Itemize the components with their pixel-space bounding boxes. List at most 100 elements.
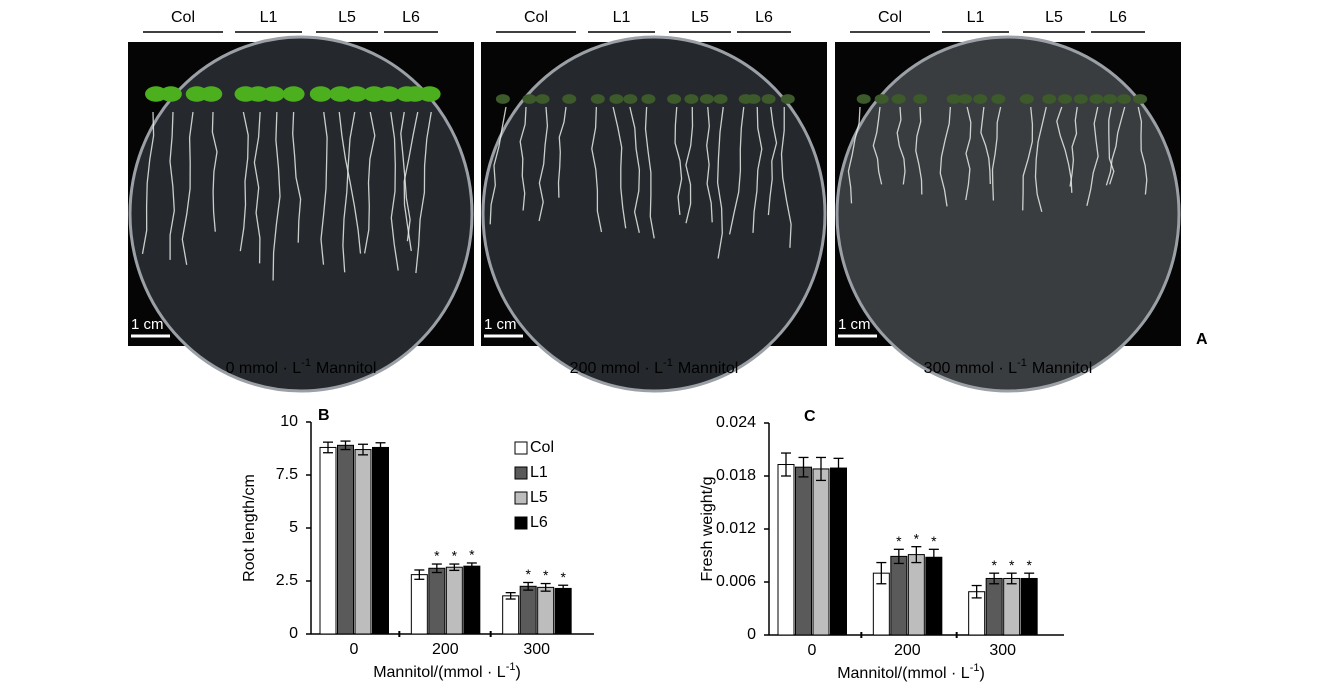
bar xyxy=(445,566,463,635)
significance-mark: * xyxy=(1009,557,1015,573)
leaf xyxy=(991,94,1006,104)
photo-caption-end: Mannitol xyxy=(678,360,738,377)
root xyxy=(1108,106,1115,185)
root xyxy=(181,111,194,265)
error-bar xyxy=(358,443,368,456)
leaf xyxy=(495,94,510,104)
leaf xyxy=(262,86,285,102)
legend-label: L1 xyxy=(530,464,548,481)
bar xyxy=(907,554,925,636)
bar xyxy=(925,556,943,636)
error-bar xyxy=(989,572,1000,585)
error-bar xyxy=(1024,572,1035,585)
significance-mark: * xyxy=(525,566,531,582)
x-tick-label: 0 xyxy=(350,641,359,658)
root xyxy=(1137,106,1148,195)
x-axis-label-end: ) xyxy=(515,664,520,681)
leaf xyxy=(623,94,638,104)
x-axis-label-main: Mannitol/(mmol · L xyxy=(837,665,970,682)
y-tick-label: 0.024 xyxy=(716,414,756,431)
leaf xyxy=(418,86,441,102)
bar xyxy=(354,449,372,635)
leaf xyxy=(590,94,605,104)
panel-label: A xyxy=(1196,331,1208,348)
photo-caption-end: Mannitol xyxy=(316,360,376,377)
root xyxy=(644,106,655,239)
group-label: Col xyxy=(171,9,195,26)
bar xyxy=(372,446,389,635)
leaf xyxy=(1058,94,1073,104)
error-bar xyxy=(414,569,425,580)
scale-bar-label: 1 cm xyxy=(484,316,517,333)
error-bar xyxy=(833,457,844,479)
y-tick-label: 0.006 xyxy=(716,573,756,590)
leaf xyxy=(1042,94,1057,104)
x-axis-label-main: Mannitol/(mmol · L xyxy=(373,664,506,681)
leaf xyxy=(159,86,182,102)
leaf xyxy=(377,86,400,102)
group-label: L6 xyxy=(402,9,420,26)
petri-dish xyxy=(835,35,1181,393)
bar xyxy=(777,464,795,636)
y-tick-label: 0.018 xyxy=(716,467,756,484)
root xyxy=(489,106,507,225)
photo-caption-end: Mannitol xyxy=(1032,360,1092,377)
root xyxy=(706,106,713,223)
root xyxy=(1086,106,1099,206)
root xyxy=(872,106,883,185)
significance-mark: * xyxy=(434,548,440,564)
leaf xyxy=(641,94,656,104)
leaf xyxy=(713,94,728,104)
error-bar xyxy=(971,584,982,599)
error-bar xyxy=(431,563,442,574)
root xyxy=(557,106,567,198)
group-label: L1 xyxy=(967,9,985,26)
root xyxy=(253,111,261,264)
photo-caption: 0 mmol · L-1 Mannitol xyxy=(226,357,377,377)
group-label: L6 xyxy=(755,9,773,26)
root xyxy=(211,111,218,232)
root xyxy=(591,106,603,233)
x-tick-label: 300 xyxy=(523,641,550,658)
root xyxy=(991,106,1002,201)
leaf xyxy=(761,94,776,104)
bar xyxy=(428,567,446,635)
bar xyxy=(337,444,354,635)
error-bar xyxy=(505,592,516,600)
scale-bar-label: 1 cm xyxy=(838,316,871,333)
petri-dish xyxy=(128,35,474,393)
leaf xyxy=(282,86,305,102)
error-bar xyxy=(340,440,351,451)
root xyxy=(980,106,991,185)
error-bar xyxy=(375,442,386,453)
bar xyxy=(1020,577,1038,636)
leaf xyxy=(958,94,973,104)
significance-mark: * xyxy=(1026,557,1032,573)
group-label: Col xyxy=(878,9,902,26)
bar xyxy=(830,467,847,636)
root xyxy=(716,106,724,259)
legend-swatch xyxy=(514,441,528,455)
y-axis-label: Fresh weight/g xyxy=(699,477,716,582)
bar xyxy=(795,466,812,636)
leaf xyxy=(1103,94,1118,104)
root xyxy=(939,106,952,207)
error-bar xyxy=(928,548,939,566)
legend-swatch xyxy=(514,491,528,505)
x-axis-label-sup: -1 xyxy=(970,662,980,674)
root xyxy=(519,106,527,211)
scale-bar-label: 1 cm xyxy=(131,316,164,333)
x-axis-label: Mannitol/(mmol · L-1) xyxy=(837,662,985,682)
root xyxy=(415,111,432,274)
error-bar xyxy=(816,456,826,482)
group-label: L5 xyxy=(691,9,709,26)
panel-label: C xyxy=(804,408,816,425)
error-bar xyxy=(540,582,551,592)
leaf xyxy=(329,86,352,102)
root xyxy=(767,106,778,216)
x-tick-label: 300 xyxy=(989,642,1016,659)
y-tick-label: 10 xyxy=(280,413,298,430)
error-bar xyxy=(781,452,791,477)
photo-caption-main: 200 mmol · L xyxy=(570,360,663,377)
